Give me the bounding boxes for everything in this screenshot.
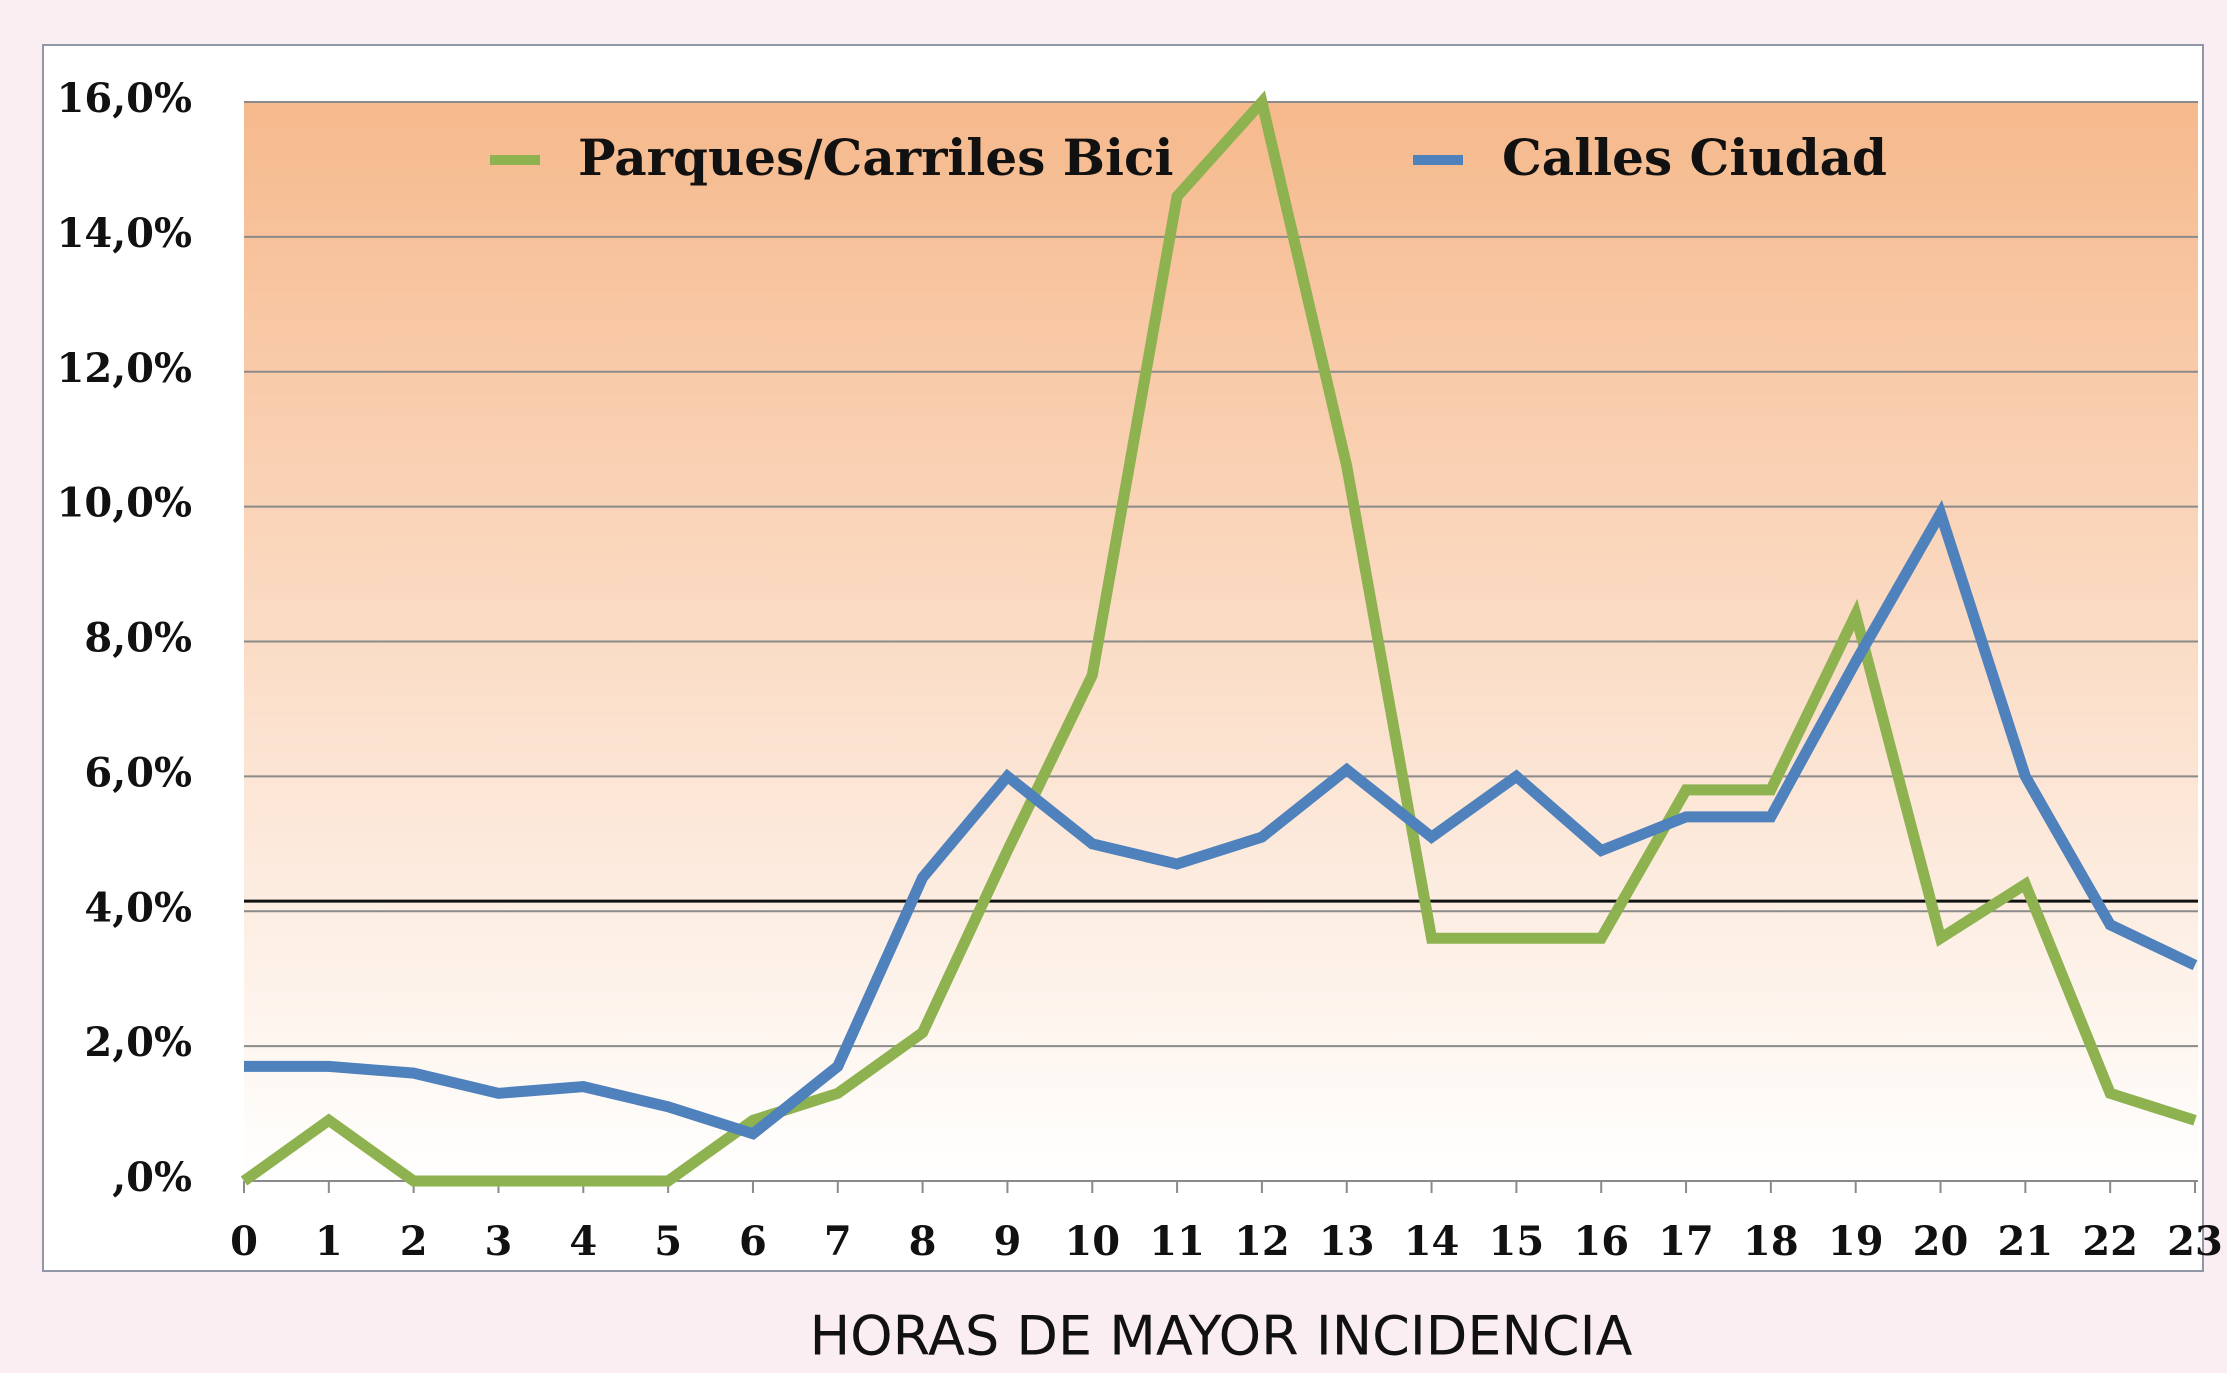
x-tick-label: 12 [1234, 1218, 1290, 1265]
x-tick-label: 14 [1404, 1218, 1460, 1265]
y-tick-label: ,0% [112, 1154, 192, 1201]
x-tick-label: 22 [2082, 1218, 2138, 1265]
x-tick-label: 0 [230, 1218, 258, 1265]
y-tick-label: 10,0% [57, 480, 192, 527]
x-axis-title: HORAS DE MAYOR INCIDENCIA [810, 1305, 1633, 1368]
x-tick-label: 15 [1489, 1218, 1545, 1265]
legend-label: Calles Ciudad [1502, 128, 1887, 187]
x-tick-label: 21 [1998, 1218, 2054, 1265]
y-tick-label: 8,0% [84, 615, 192, 662]
x-tick-label: 2 [400, 1218, 428, 1265]
x-tick-label: 23 [2167, 1218, 2223, 1265]
x-tick-label: 6 [739, 1218, 767, 1265]
y-tick-label: 14,0% [57, 210, 192, 257]
x-tick-label: 1 [315, 1218, 343, 1265]
x-tick-label: 13 [1319, 1218, 1375, 1265]
x-tick-label: 20 [1913, 1218, 1969, 1265]
x-tick-label: 19 [1828, 1218, 1884, 1265]
y-tick-label: 6,0% [84, 749, 192, 796]
y-tick-label: 16,0% [57, 75, 192, 122]
x-tick-label: 8 [909, 1218, 937, 1265]
series-line [240, 90, 2197, 1187]
y-tick-label: 12,0% [57, 345, 192, 392]
y-tick-label: 2,0% [84, 1019, 192, 1066]
x-tick-label: 17 [1658, 1218, 1714, 1265]
x-tick-label: 11 [1149, 1218, 1205, 1265]
series-line [244, 499, 2198, 1140]
x-tick-label: 18 [1743, 1218, 1799, 1265]
x-tick-label: 10 [1064, 1218, 1120, 1265]
x-tick-label: 9 [994, 1218, 1022, 1265]
x-tick-label: 3 [485, 1218, 513, 1265]
y-tick-label: 4,0% [84, 884, 192, 931]
x-tick-label: 4 [569, 1218, 597, 1265]
legend-label: Parques/Carriles Bici [578, 128, 1173, 187]
x-tick-label: 7 [824, 1218, 852, 1265]
x-tick-label: 16 [1573, 1218, 1629, 1265]
x-tick-label: 5 [654, 1218, 682, 1265]
